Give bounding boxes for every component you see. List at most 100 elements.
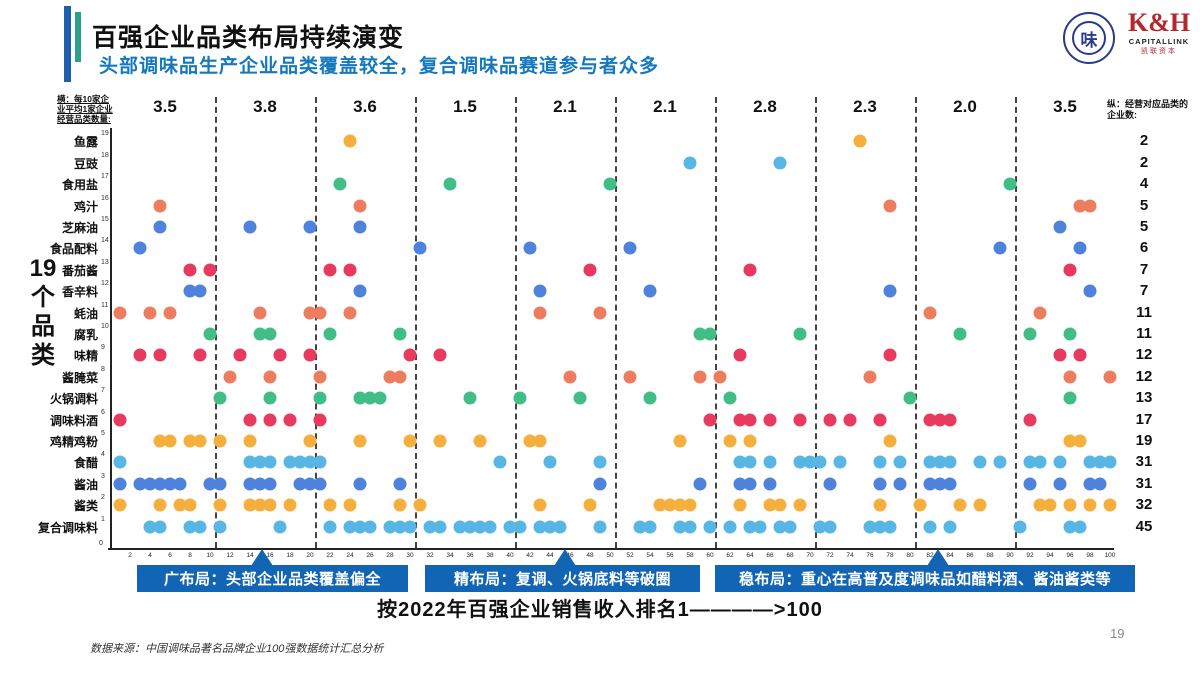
data-point bbox=[253, 455, 267, 469]
data-point bbox=[823, 520, 837, 534]
data-point bbox=[1073, 434, 1087, 448]
category-enterprise-count: 12 bbox=[1135, 367, 1153, 385]
data-point bbox=[183, 263, 197, 277]
category-tick-number: 7 bbox=[101, 387, 105, 395]
category-label: 酱类 bbox=[73, 499, 98, 514]
data-point bbox=[1093, 477, 1107, 491]
data-point bbox=[313, 370, 327, 384]
category-label: 复合调味料 bbox=[37, 520, 98, 535]
data-point bbox=[693, 477, 707, 491]
data-point bbox=[343, 498, 357, 512]
category-enterprise-count: 11 bbox=[1136, 325, 1152, 342]
x-axis-tick-label: 52 bbox=[626, 552, 634, 559]
data-point bbox=[343, 263, 357, 277]
x-axis-title: 按2022年百强企业销售收入排名1————>100 bbox=[377, 599, 823, 621]
x-axis-tick-label: 28 bbox=[386, 552, 394, 559]
x-axis-tick-label: 58 bbox=[686, 552, 694, 559]
data-point bbox=[1063, 263, 1077, 277]
data-point bbox=[793, 455, 807, 469]
data-point bbox=[163, 434, 177, 448]
data-point bbox=[1063, 370, 1077, 384]
data-point bbox=[1083, 455, 1097, 469]
data-point bbox=[263, 413, 277, 427]
data-point bbox=[913, 498, 927, 512]
category-enterprise-count: 2 bbox=[1139, 153, 1149, 171]
category-label: 食品配料 bbox=[49, 242, 98, 257]
data-point bbox=[353, 220, 367, 234]
data-point bbox=[773, 156, 787, 170]
data-point bbox=[713, 370, 727, 384]
data-point bbox=[763, 477, 777, 491]
data-point bbox=[703, 413, 717, 427]
data-point bbox=[313, 455, 327, 469]
data-point bbox=[163, 477, 177, 491]
x-axis-tick-label: 84 bbox=[946, 552, 954, 559]
data-point bbox=[803, 455, 817, 469]
decile-separator-line bbox=[1015, 97, 1017, 548]
data-point bbox=[833, 455, 847, 469]
data-point bbox=[343, 134, 357, 148]
x-axis-tick-label: 66 bbox=[766, 552, 774, 559]
data-point bbox=[773, 498, 787, 512]
data-point bbox=[403, 434, 417, 448]
data-point bbox=[423, 520, 437, 534]
data-point bbox=[1103, 498, 1117, 512]
accent-bar-teal bbox=[75, 12, 81, 62]
page-title: 百强企业品类布局持续演变 bbox=[92, 24, 405, 52]
data-point bbox=[893, 477, 907, 491]
data-point bbox=[743, 455, 757, 469]
data-point bbox=[213, 498, 227, 512]
data-point bbox=[573, 391, 587, 405]
data-point bbox=[1023, 327, 1037, 341]
data-point bbox=[773, 520, 787, 534]
data-point bbox=[173, 498, 187, 512]
data-point bbox=[273, 348, 287, 362]
x-axis-tick-label: 70 bbox=[806, 552, 814, 559]
data-point bbox=[1063, 327, 1077, 341]
x-axis-tick-label: 72 bbox=[826, 552, 834, 559]
data-point bbox=[393, 327, 407, 341]
x-axis-tick-label: 34 bbox=[446, 552, 454, 559]
category-tick-number: 11 bbox=[101, 301, 109, 309]
x-axis-tick-label: 36 bbox=[466, 552, 474, 559]
data-point bbox=[1033, 498, 1047, 512]
category-label: 豆豉 bbox=[73, 156, 98, 171]
data-point bbox=[303, 477, 317, 491]
data-point bbox=[1073, 520, 1087, 534]
data-point bbox=[1103, 455, 1117, 469]
data-point bbox=[353, 391, 367, 405]
data-point bbox=[133, 477, 147, 491]
data-point bbox=[543, 455, 557, 469]
data-point bbox=[673, 520, 687, 534]
up-arrow-broad bbox=[251, 549, 273, 566]
data-point bbox=[893, 455, 907, 469]
data-point bbox=[463, 520, 477, 534]
data-point bbox=[943, 477, 957, 491]
data-point bbox=[323, 263, 337, 277]
source-note: 数据来源：中国调味品著名品牌企业100强数据统计汇总分析 bbox=[90, 643, 384, 655]
data-point bbox=[383, 370, 397, 384]
data-point bbox=[353, 434, 367, 448]
data-point bbox=[133, 241, 147, 255]
data-point bbox=[1063, 520, 1077, 534]
data-point bbox=[263, 477, 277, 491]
x-axis-tick-label: 4 bbox=[148, 552, 152, 559]
data-point bbox=[523, 241, 537, 255]
category-enterprise-count: 7 bbox=[1139, 260, 1149, 278]
decile-average-value: 2.1 bbox=[653, 97, 677, 116]
decile-separator-line bbox=[415, 97, 417, 548]
data-point bbox=[533, 434, 547, 448]
x-axis-tick-label: 20 bbox=[306, 552, 314, 559]
data-point bbox=[1063, 498, 1077, 512]
data-point bbox=[1073, 199, 1087, 213]
x-axis-tick-label: 68 bbox=[786, 552, 794, 559]
category-label: 火锅调料 bbox=[49, 392, 98, 407]
capitallink-name: CAPITALLINK bbox=[1128, 37, 1190, 46]
x-axis-tick-label: 92 bbox=[1026, 552, 1034, 559]
data-point bbox=[193, 348, 207, 362]
data-point bbox=[313, 413, 327, 427]
data-point bbox=[1083, 284, 1097, 298]
category-tick-number: 4 bbox=[101, 451, 105, 459]
data-point bbox=[493, 455, 507, 469]
